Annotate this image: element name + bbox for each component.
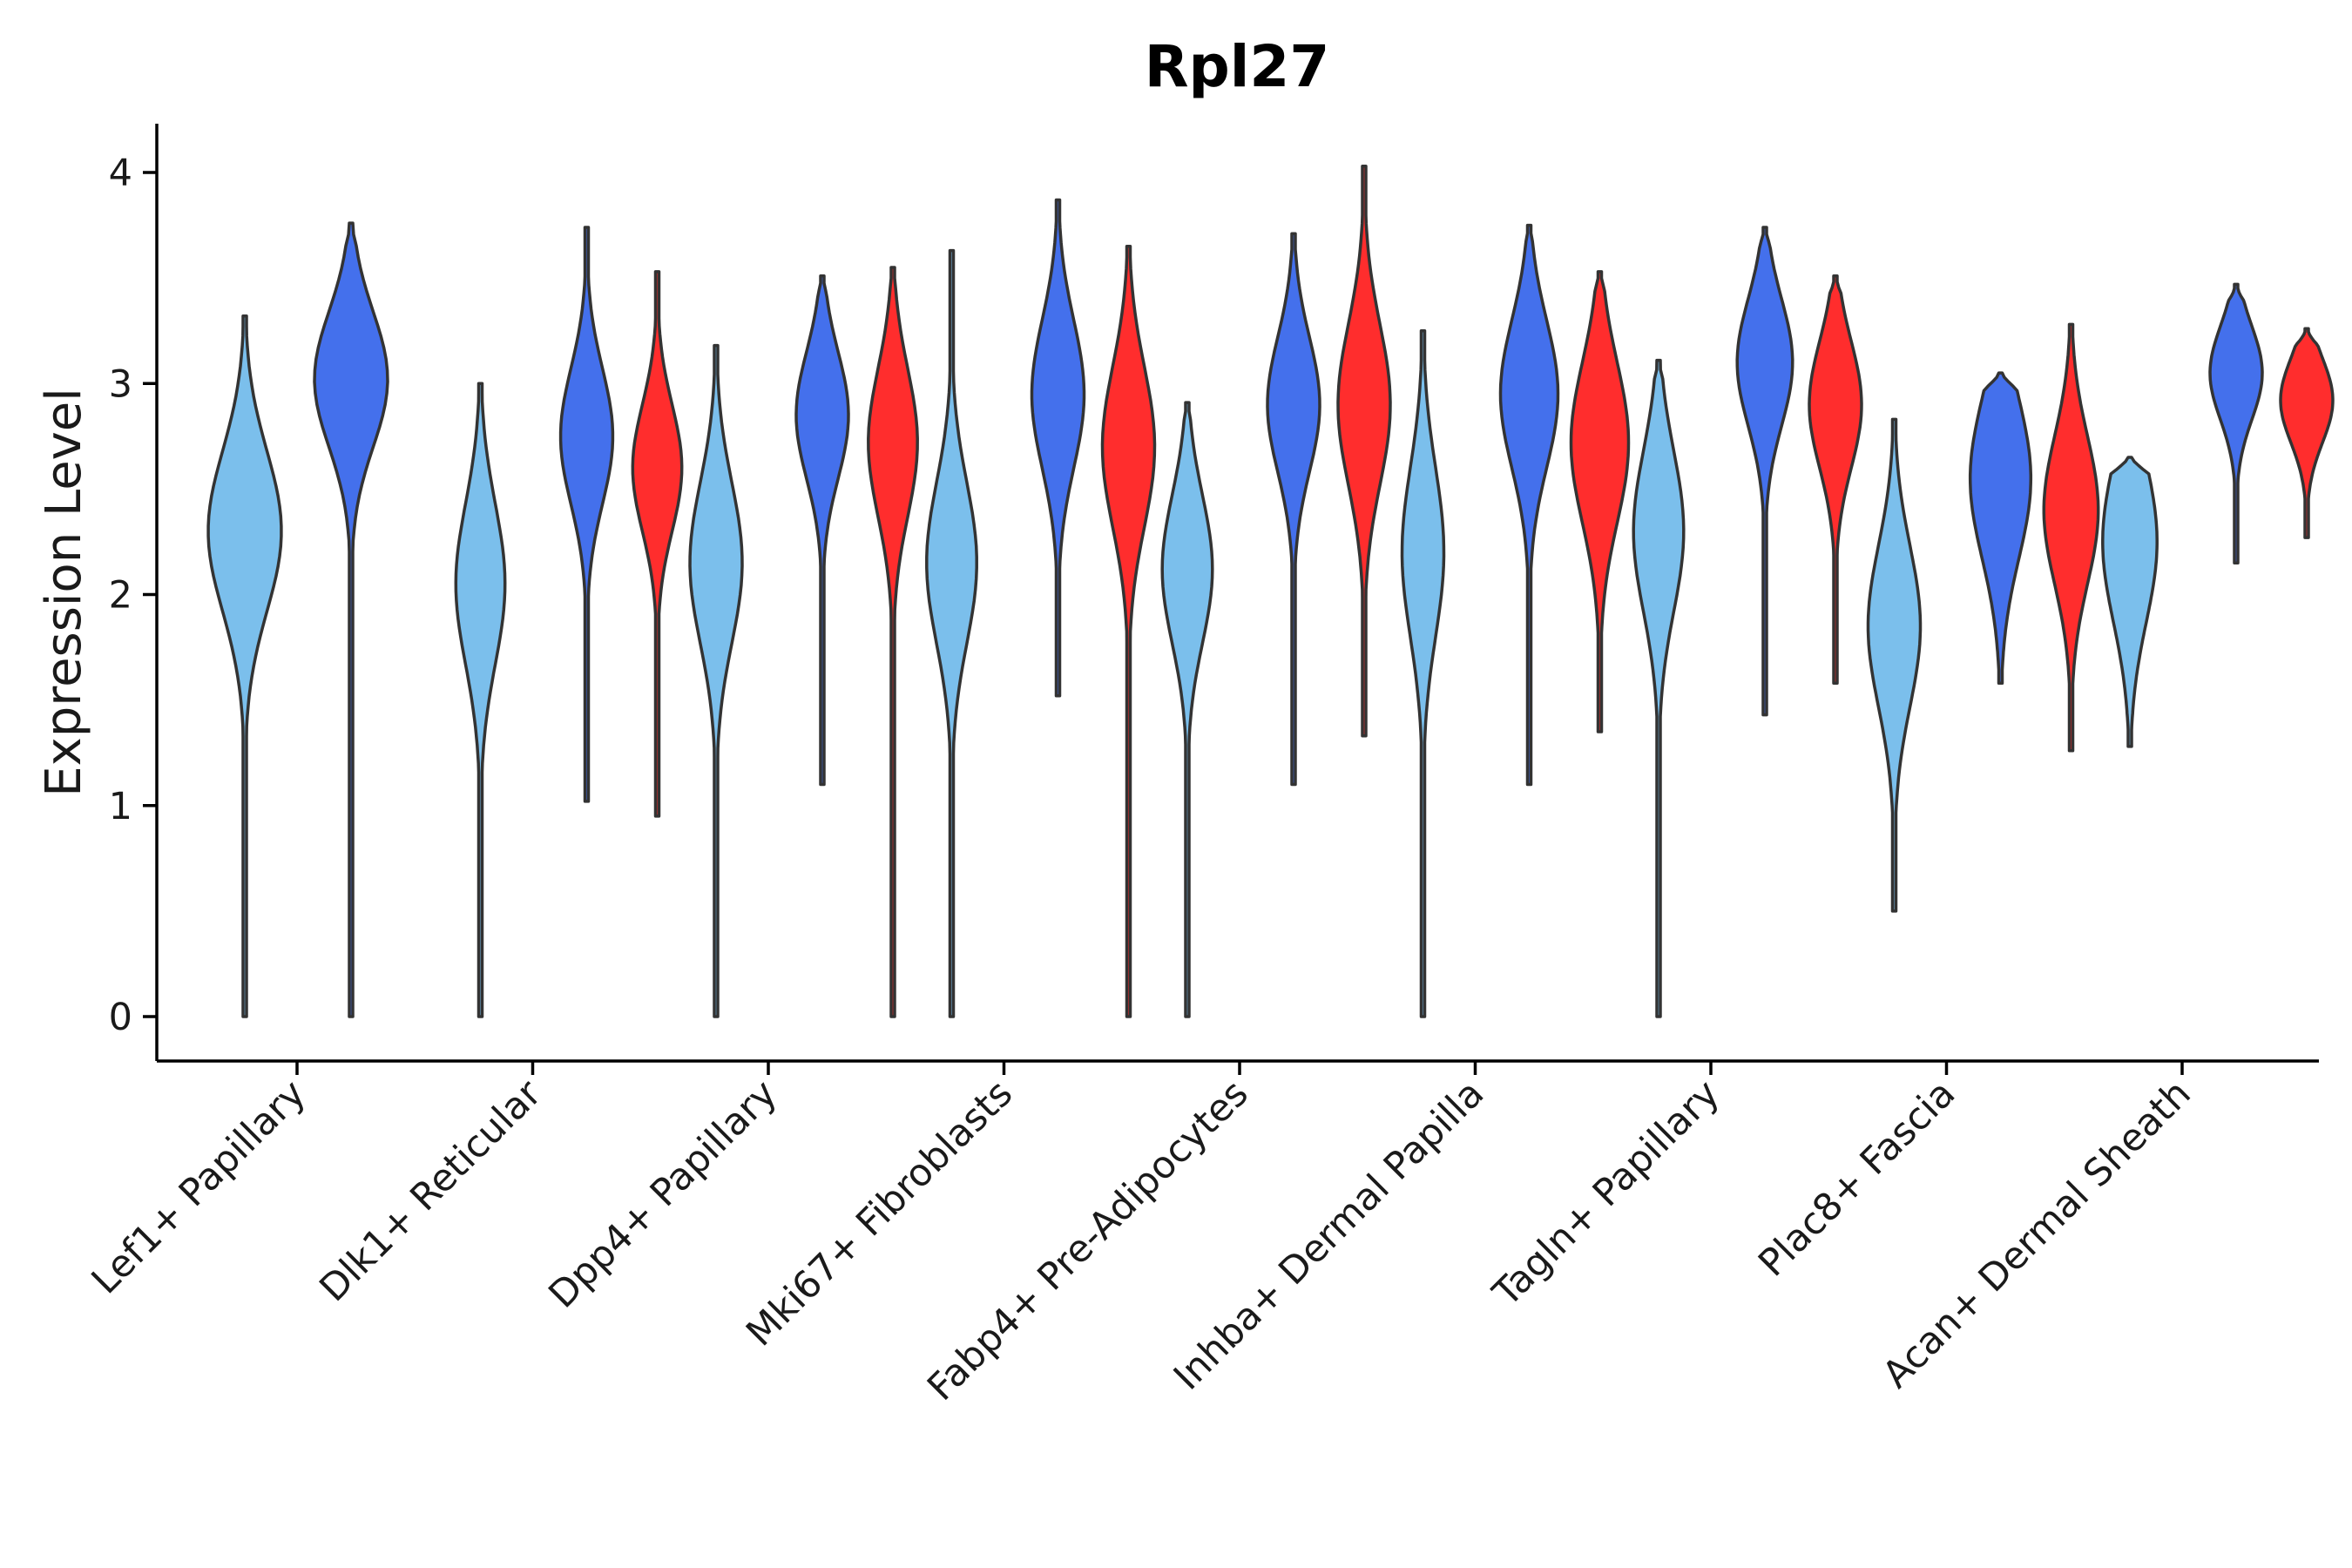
x-tick-label: Mki67+ Fibroblasts bbox=[738, 1071, 1021, 1355]
violin-4-group-2 bbox=[1030, 198, 1086, 698]
violin-7-group-3 bbox=[1808, 274, 1863, 685]
violin-2-group-2 bbox=[558, 226, 615, 803]
violin-9-group-2 bbox=[2208, 282, 2264, 564]
violin-1-group-2 bbox=[313, 221, 389, 1018]
y-tick-label: 3 bbox=[109, 362, 132, 406]
violin-5-group-1 bbox=[1160, 401, 1214, 1018]
violin-5-group-2 bbox=[1266, 232, 1321, 787]
x-tick-label: Dpp4+ Papillary bbox=[541, 1071, 786, 1316]
violin-8-group-3 bbox=[2042, 322, 2100, 753]
violin-6-group-1 bbox=[1400, 328, 1446, 1018]
axis-layer bbox=[155, 124, 2319, 1063]
y-tick-label: 0 bbox=[109, 996, 132, 1039]
x-tick-label: Tagln+ Papillary bbox=[1484, 1071, 1728, 1315]
y-axis-title: Expression Level bbox=[36, 388, 92, 797]
violin-7-group-2 bbox=[1735, 226, 1794, 717]
chart-title: Rpl27 bbox=[1144, 33, 1330, 100]
violin-8-group-2 bbox=[1968, 371, 2033, 685]
violin-3-group-1 bbox=[688, 343, 744, 1018]
violin-layer bbox=[206, 164, 2335, 1018]
violin-6-group-2 bbox=[1498, 223, 1560, 787]
violin-9-group-1 bbox=[2101, 456, 2159, 748]
x-tick-label: Dlk1+ Reticular bbox=[312, 1071, 551, 1310]
violin-2-group-3 bbox=[631, 270, 684, 818]
y-tick-label: 4 bbox=[109, 152, 132, 195]
violin-1-group-1 bbox=[206, 314, 283, 1018]
violin-5-group-3 bbox=[1336, 164, 1392, 738]
x-tick-label: Plac8+ Fascia bbox=[1750, 1071, 1963, 1285]
violin-3-group-3 bbox=[867, 266, 919, 1018]
violin-9-group-3 bbox=[2279, 327, 2335, 539]
x-tick-label: Lef1+ Papillary bbox=[84, 1071, 314, 1302]
violin-2-group-1 bbox=[454, 382, 507, 1018]
violin-6-group-3 bbox=[1569, 270, 1631, 733]
violin-3-group-2 bbox=[794, 274, 850, 787]
violin-8-group-1 bbox=[1866, 417, 1923, 913]
violin-7-group-1 bbox=[1632, 358, 1686, 1018]
y-ticks: 0 1 2 3 4 bbox=[109, 152, 157, 1039]
violin-4-group-3 bbox=[1100, 245, 1157, 1018]
violin-4-group-1 bbox=[925, 248, 978, 1018]
y-tick-label: 2 bbox=[109, 574, 132, 618]
y-tick-label: 1 bbox=[109, 785, 132, 828]
